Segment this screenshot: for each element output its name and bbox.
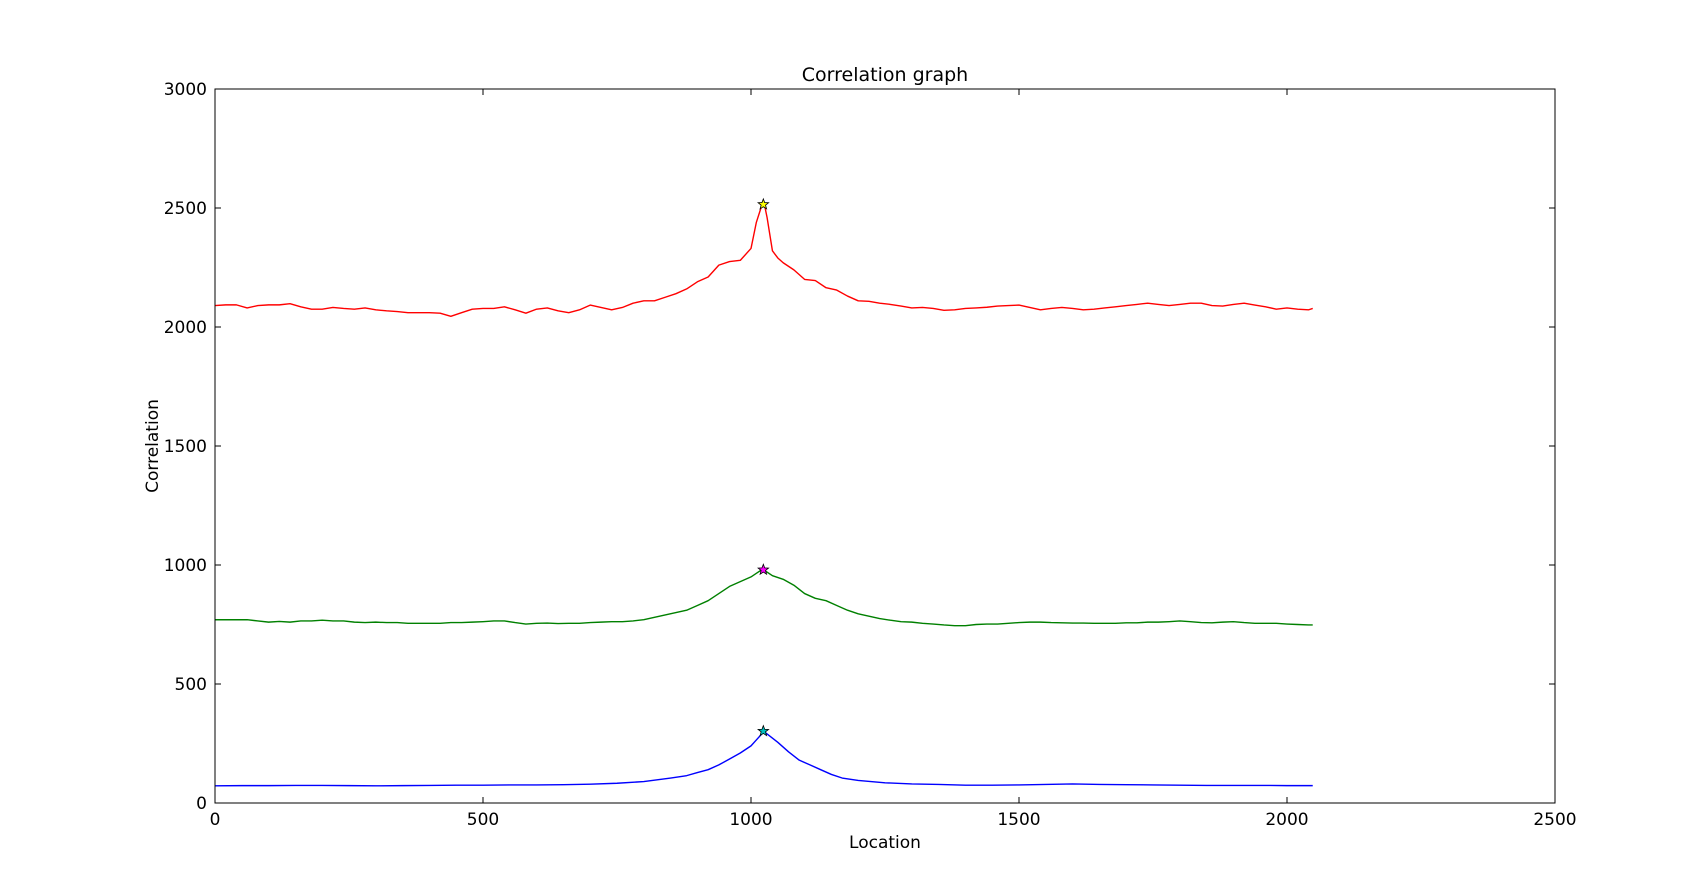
axis-ticks: 0 500 1000 1500 2000 2500 0 500 1000 1500 2000 2500… — [164, 80, 1577, 830]
peak-marker-2 — [757, 563, 770, 576]
plot-area: 0 500 1000 1500 2000 2500 0 500 1000 1500 2000 2500… — [164, 80, 1577, 830]
x-tick-label: 2000 — [1265, 810, 1308, 830]
x-tick-label: 1000 — [729, 810, 772, 830]
chart-title: Correlation graph — [802, 64, 968, 86]
y-tick-label: 2500 — [164, 199, 207, 219]
y-tick-label: 1500 — [164, 437, 207, 457]
y-tick-label: 0 — [196, 794, 207, 814]
axes-frame — [214, 88, 1556, 804]
x-tick-label: 1500 — [997, 810, 1040, 830]
x-tick-label: 2500 — [1533, 810, 1576, 830]
y-tick-label: 3000 — [164, 80, 207, 100]
x-tick-label: 500 — [467, 810, 499, 830]
y-axis-label: Correlation — [143, 399, 163, 493]
peak-marker-3 — [757, 724, 770, 737]
series-line-3 — [214, 730, 1313, 787]
series-line-2 — [215, 569, 1313, 627]
peak-marker-1 — [757, 197, 770, 210]
y-tick-label: 1000 — [164, 556, 207, 576]
x-tick-label: 0 — [210, 810, 221, 830]
series-line-1 — [214, 203, 1313, 317]
y-tick-label: 500 — [175, 675, 207, 695]
x-axis-label: Location — [849, 833, 921, 853]
series-lines — [214, 203, 1313, 787]
y-tick-label: 2000 — [164, 318, 207, 338]
peak-markers — [757, 197, 770, 737]
